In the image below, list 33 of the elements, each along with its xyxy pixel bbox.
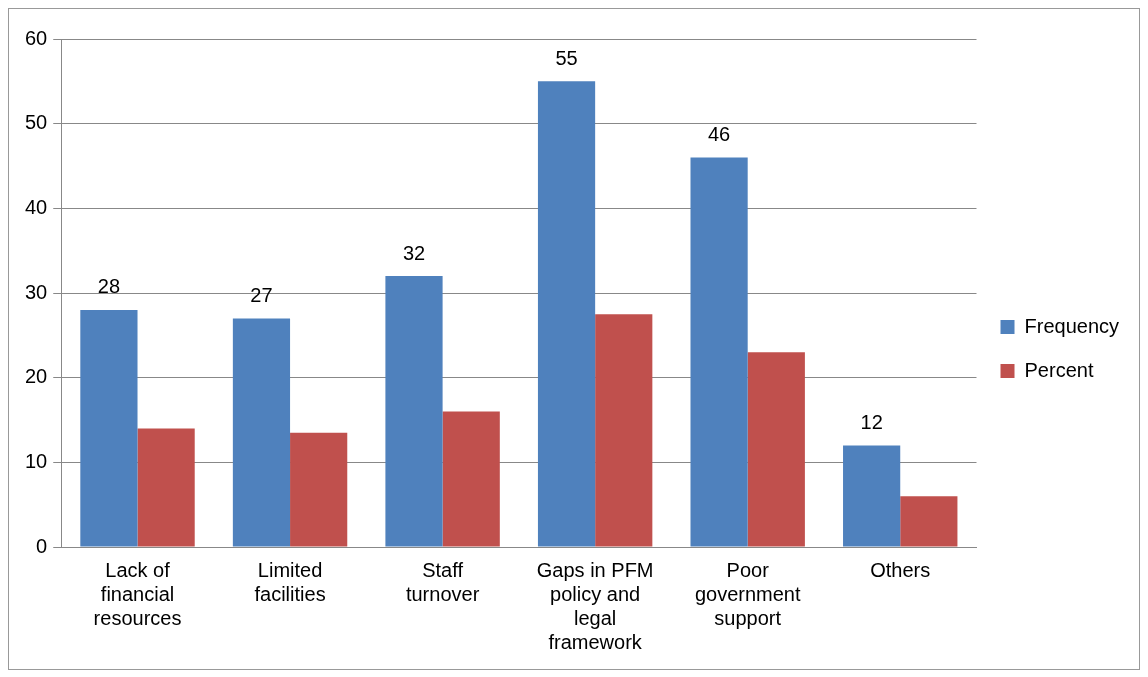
x-tick-label: Gaps in PFM policy and legal framework [536, 558, 654, 653]
x-tick-label: Staff turnover [405, 558, 480, 605]
bar [232, 318, 291, 547]
y-tick-label: 10 [25, 449, 48, 472]
bar [595, 314, 653, 547]
y-tick-label: 50 [25, 111, 48, 134]
y-tick-label: 30 [25, 280, 48, 303]
y-tick-label: 20 [25, 365, 48, 388]
bar [385, 276, 443, 547]
bar [747, 352, 805, 547]
bar [900, 496, 958, 547]
data-label: 55 [555, 46, 578, 69]
data-label: 12 [860, 410, 883, 433]
legend-label: Frequency [1024, 314, 1120, 337]
y-tick-label: 0 [36, 534, 48, 557]
data-label: 32 [402, 241, 426, 264]
bar [290, 432, 348, 547]
bar [442, 411, 500, 547]
bar [843, 445, 901, 547]
x-tick-label: Poor government support [694, 558, 801, 629]
x-tick-label: Others [870, 558, 931, 581]
x-tick-label: Limited facilities [254, 558, 326, 605]
bar [80, 309, 138, 547]
y-tick-label: 40 [25, 195, 48, 218]
legend-label: Percent [1024, 358, 1094, 381]
data-label: 28 [97, 275, 121, 298]
data-label: 27 [250, 283, 273, 306]
x-tick-label: Lack of financial resources [93, 558, 182, 629]
bar [137, 428, 195, 547]
bar [537, 81, 596, 547]
data-label: 46 [707, 123, 731, 146]
y-tick-label: 60 [25, 26, 48, 49]
bar [690, 157, 748, 547]
